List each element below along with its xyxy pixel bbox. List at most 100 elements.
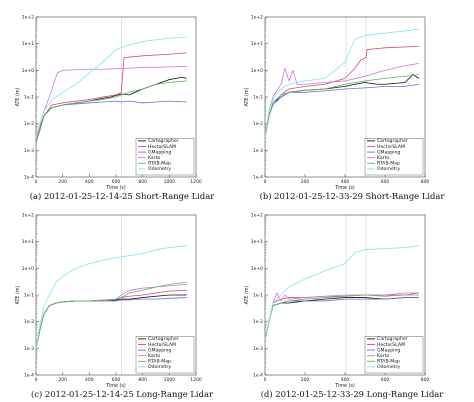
series-line-gmapping — [264, 83, 420, 138]
series-line-odometry — [264, 245, 420, 341]
y-tick-label: 1e+0 — [22, 266, 34, 272]
x-tick-label: 600 — [112, 179, 121, 185]
legend-label: GMapping — [377, 149, 400, 155]
legend: CartographerHectorSLAMGMappingKartoRTAB-… — [135, 336, 195, 374]
x-tick-label: 400 — [341, 377, 350, 383]
legend-label: RTAB-Map — [377, 161, 400, 167]
x-axis-label: Time (s) — [334, 185, 355, 191]
y-tick-label: 1e+2 — [251, 15, 263, 21]
x-tick-label: 1000 — [164, 179, 176, 185]
series-line-odometry — [35, 36, 187, 138]
y-tick-label: 1e-1 — [24, 293, 34, 299]
y-axis-label: ATE (m) — [244, 87, 250, 106]
legend-label: RTAB-Map — [148, 161, 171, 167]
chart-panel-3: 1e-4 1e-3 1e-2 1e-1 1e+0 1e+1 1e+2 0 200 400 600 80… — [244, 213, 443, 400]
series-line-odometry — [35, 245, 187, 349]
legend-label: Odometry — [148, 166, 171, 172]
x-axis-label: Time (s) — [334, 383, 355, 389]
legend-label: Karto — [148, 155, 160, 161]
legend: CartographerHectorSLAMGMappingKartoRTAB-… — [135, 138, 195, 176]
y-tick-label: 1e+2 — [22, 213, 34, 219]
legend-label: GMapping — [148, 149, 171, 155]
legend-label: Karto — [377, 353, 389, 359]
x-tick-label: 400 — [341, 179, 350, 185]
legend-label: Odometry — [377, 364, 400, 370]
x-tick-label: 0 — [35, 377, 38, 383]
x-tick-label: 800 — [138, 377, 147, 383]
y-axis-label: ATE (m) — [244, 285, 250, 304]
x-tick-label: 200 — [301, 377, 310, 383]
series-line-odometry — [264, 28, 420, 138]
x-tick-label: 600 — [381, 179, 390, 185]
y-tick-label: 1e-1 — [253, 95, 263, 101]
y-tick-label: 1e-4 — [253, 175, 263, 181]
chart-panel-2: 1e-4 1e-3 1e-2 1e-1 1e+0 1e+1 1e+2 0 200 400 600 80… — [15, 213, 213, 400]
legend: CartographerHectorSLAMGMappingKartoRTAB-… — [364, 336, 424, 374]
y-tick-label: 1e+1 — [22, 239, 34, 245]
x-tick-label: 600 — [381, 377, 390, 383]
x-axis-label: Time (s) — [105, 185, 126, 191]
legend-label: Cartographer — [377, 336, 408, 342]
y-tick-label: 1e+1 — [251, 41, 263, 47]
y-tick-label: 1e+0 — [251, 68, 263, 74]
y-tick-label: 1e+2 — [251, 213, 263, 219]
legend: CartographerHectorSLAMGMappingKartoRTAB-… — [364, 138, 424, 176]
legend-label: RTAB-Map — [148, 359, 171, 365]
y-tick-label: 1e+1 — [22, 41, 34, 47]
x-tick-label: 200 — [58, 179, 67, 185]
y-tick-label: 1e-2 — [253, 121, 263, 127]
y-tick-label: 1e-1 — [24, 95, 34, 101]
y-tick-label: 1e-3 — [24, 148, 34, 154]
series-line-rtab-map — [35, 80, 187, 143]
x-tick-label: 0 — [264, 377, 267, 383]
legend-label: Cartographer — [148, 138, 179, 144]
x-tick-label: 400 — [85, 377, 94, 383]
legend-label: HectorSLAM — [148, 144, 176, 150]
x-tick-label: 200 — [301, 179, 310, 185]
x-tick-label: 800 — [421, 377, 430, 383]
y-tick-label: 1e+1 — [251, 239, 263, 245]
x-tick-label: 800 — [138, 179, 147, 185]
panel-caption: (d) 2012-01-25-12-33-29 Long-Range Lidar — [261, 389, 444, 399]
legend-label: Cartographer — [148, 336, 179, 342]
legend-label: HectorSLAM — [377, 144, 405, 150]
chart-panel-1: 1e-4 1e-3 1e-2 1e-1 1e+0 1e+1 1e+2 0 200 400 600 80… — [244, 15, 444, 202]
x-tick-label: 400 — [85, 179, 94, 185]
y-tick-label: 1e+2 — [22, 15, 34, 21]
y-tick-label: 1e-4 — [24, 175, 34, 181]
series-line-rtab-map — [264, 294, 419, 341]
x-tick-label: 800 — [421, 179, 430, 185]
x-tick-label: 600 — [112, 377, 121, 383]
x-tick-label: 1200 — [190, 179, 202, 185]
y-tick-label: 1e-3 — [24, 346, 34, 352]
legend-label: Odometry — [148, 364, 171, 370]
y-tick-label: 1e-3 — [253, 346, 263, 352]
panel-caption: (a) 2012-01-25-12-14-25 Short-Range Lida… — [30, 191, 214, 201]
series-line-karto — [35, 66, 187, 143]
y-tick-label: 1e-3 — [253, 148, 263, 154]
legend-label: Odometry — [377, 166, 400, 172]
legend-label: Karto — [148, 353, 160, 359]
series-line-rtab-map — [264, 74, 420, 138]
y-tick-label: 1e-1 — [253, 293, 263, 299]
legend-label: HectorSLAM — [377, 342, 405, 348]
panel-caption: (c) 2012-01-25-12-14-25 Long-Range Lidar — [31, 389, 213, 399]
series-line-cartographer — [264, 74, 420, 138]
y-tick-label: 1e-2 — [24, 121, 34, 127]
x-tick-label: 1200 — [190, 377, 202, 383]
series-line-rtab-map — [35, 281, 187, 349]
panel-caption: (b) 2012-01-25-12-33-29 Short-Range Lida… — [260, 191, 445, 201]
y-tick-label: 1e-4 — [24, 373, 34, 379]
y-tick-label: 1e-4 — [253, 373, 263, 379]
y-axis-label: ATE (m) — [15, 285, 21, 304]
legend-label: RTAB-Map — [377, 359, 400, 365]
y-tick-label: 1e-2 — [24, 319, 34, 325]
x-tick-label: 0 — [264, 179, 267, 185]
y-tick-label: 1e-2 — [253, 319, 263, 325]
legend-label: GMapping — [377, 347, 400, 353]
x-tick-label: 1000 — [164, 377, 176, 383]
y-tick-label: 1e+0 — [22, 68, 34, 74]
y-tick-label: 1e+0 — [251, 266, 263, 272]
series-line-karto — [264, 292, 419, 341]
